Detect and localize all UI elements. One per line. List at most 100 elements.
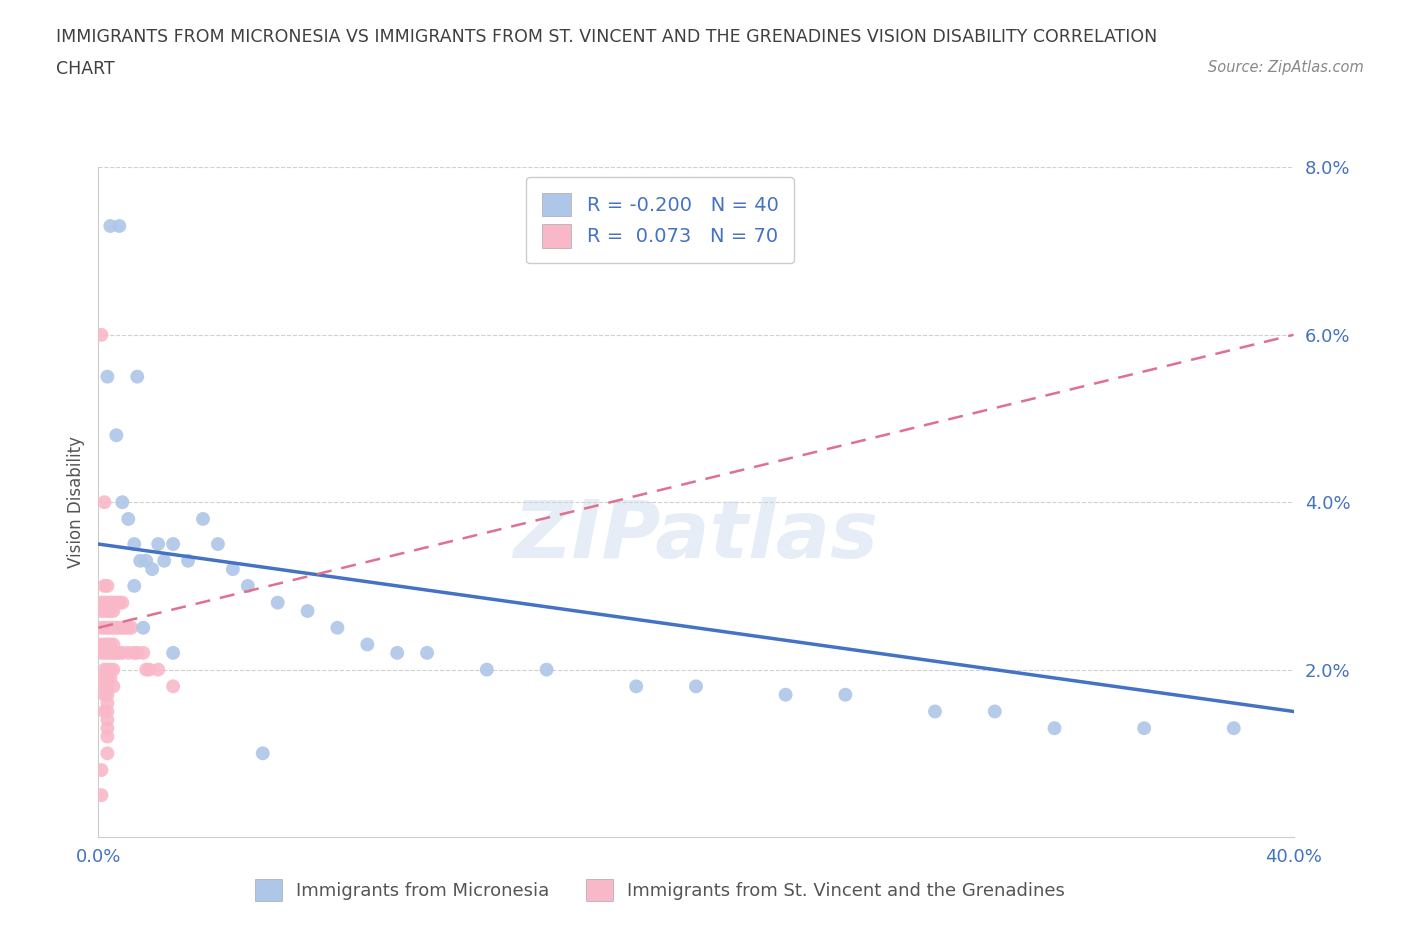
Point <box>252 746 274 761</box>
Text: IMMIGRANTS FROM MICRONESIA VS IMMIGRANTS FROM ST. VINCENT AND THE GRENADINES VIS: IMMIGRANTS FROM MICRONESIA VS IMMIGRANTS… <box>56 28 1157 46</box>
Point <box>103 645 125 660</box>
Point <box>135 553 157 568</box>
Point <box>93 662 115 677</box>
Point <box>1133 721 1156 736</box>
Point <box>103 604 125 618</box>
Point <box>124 578 146 593</box>
Point <box>191 512 214 526</box>
Point <box>103 595 125 610</box>
Point <box>105 620 128 635</box>
Point <box>177 553 200 568</box>
Point <box>114 620 136 635</box>
Point <box>105 645 128 660</box>
Point <box>834 687 856 702</box>
Point <box>132 620 155 635</box>
Point <box>93 671 115 685</box>
Point <box>90 327 112 342</box>
Point <box>162 537 184 551</box>
Point <box>356 637 378 652</box>
Point <box>108 219 131 233</box>
Point <box>96 620 118 635</box>
Point <box>93 704 115 719</box>
Point <box>90 645 112 660</box>
Point <box>93 595 115 610</box>
Point <box>103 662 125 677</box>
Text: CHART: CHART <box>56 60 115 78</box>
Point <box>111 595 134 610</box>
Point <box>108 645 131 660</box>
Point <box>96 687 118 702</box>
Point <box>297 604 319 618</box>
Point <box>90 788 112 803</box>
Point <box>90 604 112 618</box>
Point <box>416 645 439 660</box>
Point <box>120 620 142 635</box>
Point <box>96 679 118 694</box>
Point <box>90 763 112 777</box>
Point <box>117 512 139 526</box>
Point <box>132 645 155 660</box>
Point <box>267 595 290 610</box>
Point <box>93 637 115 652</box>
Point <box>98 595 122 610</box>
Point <box>98 604 122 618</box>
Point <box>96 712 118 727</box>
Point <box>983 704 1005 719</box>
Point <box>108 595 131 610</box>
Point <box>111 620 134 635</box>
Point <box>207 537 229 551</box>
Point <box>103 620 125 635</box>
Point <box>117 645 139 660</box>
Point <box>93 578 115 593</box>
Point <box>129 553 152 568</box>
Point <box>96 369 118 384</box>
Point <box>96 721 118 736</box>
Point <box>93 604 115 618</box>
Point <box>685 679 707 694</box>
Point <box>96 604 118 618</box>
Point <box>90 595 112 610</box>
Point <box>108 620 131 635</box>
Point <box>111 645 134 660</box>
Point <box>536 662 558 677</box>
Text: ZIPatlas: ZIPatlas <box>513 497 879 575</box>
Point <box>93 620 115 635</box>
Point <box>162 645 184 660</box>
Point <box>775 687 797 702</box>
Point <box>162 679 184 694</box>
Point <box>153 553 176 568</box>
Point <box>1223 721 1246 736</box>
Point <box>105 428 128 443</box>
Text: Source: ZipAtlas.com: Source: ZipAtlas.com <box>1208 60 1364 75</box>
Y-axis label: Vision Disability: Vision Disability <box>66 436 84 568</box>
Point <box>96 637 118 652</box>
Point <box>90 620 112 635</box>
Point <box>98 219 122 233</box>
Point <box>103 637 125 652</box>
Legend: Immigrants from Micronesia, Immigrants from St. Vincent and the Grenadines: Immigrants from Micronesia, Immigrants f… <box>247 871 1073 909</box>
Point <box>236 578 259 593</box>
Point <box>127 645 149 660</box>
Point <box>96 595 118 610</box>
Point <box>93 679 115 694</box>
Point <box>98 645 122 660</box>
Point <box>105 595 128 610</box>
Point <box>385 645 409 660</box>
Point <box>96 662 118 677</box>
Point <box>141 562 163 577</box>
Point <box>124 537 146 551</box>
Point <box>148 662 170 677</box>
Point <box>96 671 118 685</box>
Point <box>117 620 139 635</box>
Point <box>96 578 118 593</box>
Point <box>96 704 118 719</box>
Point <box>96 645 118 660</box>
Point <box>1043 721 1066 736</box>
Point <box>624 679 647 694</box>
Point <box>475 662 498 677</box>
Point <box>124 645 146 660</box>
Point <box>98 671 122 685</box>
Point <box>103 679 125 694</box>
Point <box>127 369 149 384</box>
Point <box>98 620 122 635</box>
